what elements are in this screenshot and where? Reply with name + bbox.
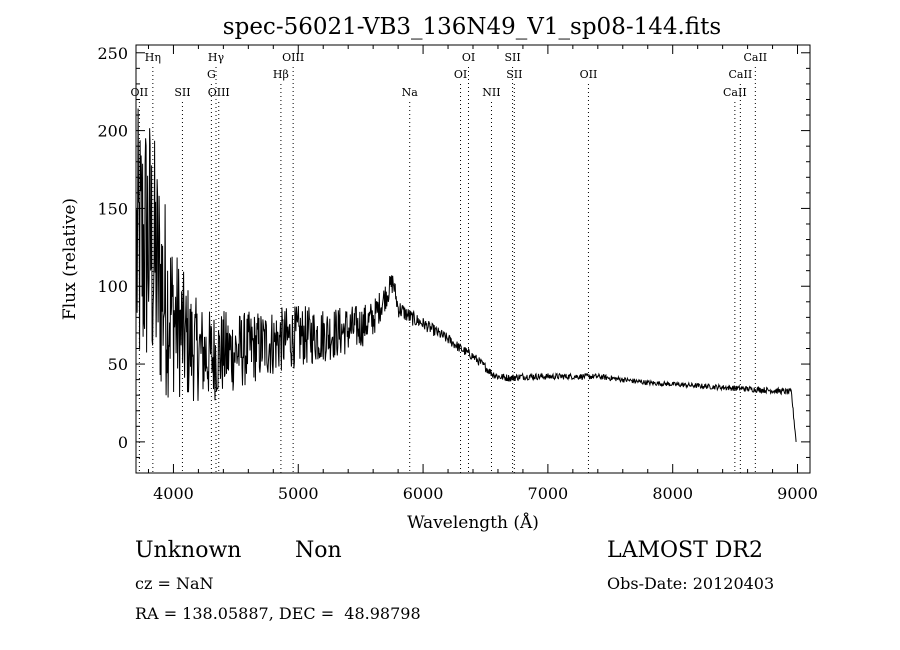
x-tick-label: 4000 [153, 484, 194, 503]
y-tick-label: 250 [97, 44, 128, 63]
line-marker-label: CaII [723, 86, 747, 99]
observation-date: Obs-Date: 20120403 [607, 574, 775, 593]
line-marker-label: Hγ [208, 51, 225, 64]
spectral-line-markers: OII Hη SII Hγ G OIII OIII Hβ Na OI OI NII SII SII OII C… [131, 51, 767, 473]
x-axis-label: Wavelength (Å) [407, 512, 539, 533]
line-marker-label: SII [174, 86, 190, 99]
line-marker-label: OII [131, 86, 149, 99]
line-marker-label: SII [504, 51, 520, 64]
object-subclass: Non [295, 538, 342, 563]
line-marker-label: OI [454, 68, 467, 81]
y-tick-label: 0 [118, 433, 128, 452]
object-class: Unknown [135, 538, 242, 563]
plot-frame [135, 44, 811, 474]
x-tick-label: 5000 [278, 484, 319, 503]
line-marker-label: Hη [145, 51, 161, 64]
line-marker-label: OI [462, 51, 475, 64]
y-axis-label: Flux (relative) [60, 198, 80, 320]
x-tick-label: 8000 [652, 484, 693, 503]
line-marker-label: CaII [729, 68, 753, 81]
line-marker-label: OIII [208, 86, 230, 99]
line-marker-label: OIII [282, 51, 304, 64]
x-axis-ticks: 4000 5000 6000 7000 8000 9000 [147, 45, 818, 503]
y-tick-label: 200 [97, 122, 128, 141]
line-marker-label: CaII [743, 51, 767, 64]
y-tick-label: 150 [97, 199, 128, 218]
line-marker-label: NII [482, 86, 500, 99]
y-tick-label: 50 [108, 355, 128, 374]
line-marker-label: OII [580, 68, 598, 81]
x-tick-label: 7000 [528, 484, 569, 503]
ra-dec-coordinates: RA = 138.05887, DEC = 48.98798 [135, 604, 421, 623]
x-tick-label: 9000 [777, 484, 818, 503]
line-marker-label: Hβ [273, 68, 289, 81]
y-tick-label: 100 [97, 277, 128, 296]
line-marker-label: Na [402, 86, 419, 99]
chart-title: spec-56021-VB3_136N49_V1_sp08-144.fits [223, 14, 721, 40]
y-axis-ticks: 0 50 100 150 200 250 [97, 44, 810, 458]
redshift-cz: cz = NaN [135, 574, 214, 593]
survey-name: LAMOST DR2 [607, 538, 763, 563]
x-tick-label: 6000 [403, 484, 444, 503]
line-marker-label: SII [506, 68, 522, 81]
line-marker-label: G [207, 68, 216, 81]
spectrum-line [136, 108, 797, 442]
